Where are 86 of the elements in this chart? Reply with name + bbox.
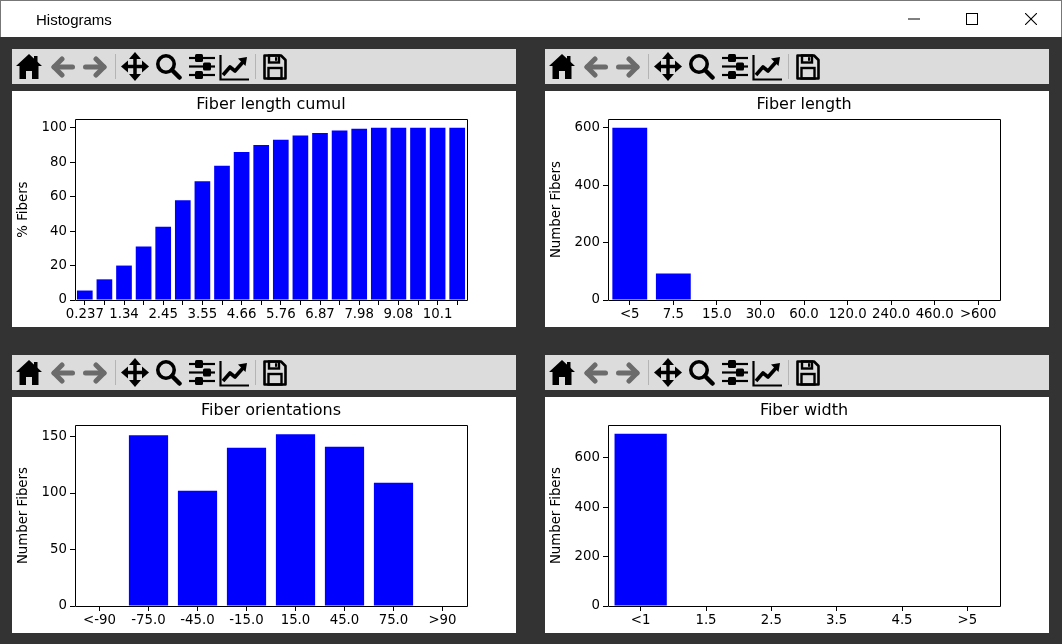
x-tick-label: 60.0 (789, 306, 819, 322)
bar (351, 128, 368, 300)
x-tick-label: 4.5 (891, 612, 913, 628)
bar (449, 127, 466, 300)
x-tick-label: 4.66 (226, 306, 257, 322)
bar (390, 127, 407, 300)
x-tick-label: >5 (957, 612, 978, 628)
bar (410, 127, 426, 300)
x-tick-label: 460.0 (915, 306, 954, 322)
bar (194, 181, 211, 300)
y-tick-label: 400 (574, 176, 600, 192)
x-tick-label: <5 (619, 306, 640, 322)
bar (312, 132, 328, 300)
x-tick-label: 240.0 (872, 306, 911, 322)
y-tick-label: 100 (41, 484, 67, 500)
y-tick-label: 600 (574, 119, 600, 135)
x-tick-label: 15.0 (280, 612, 311, 628)
bar (177, 490, 218, 606)
bar (373, 482, 414, 606)
chart-title: Fiber width (759, 399, 849, 419)
x-tick-label: >90 (428, 612, 457, 628)
x-tick-label: 0.237 (65, 306, 104, 322)
y-tick-label: 150 (41, 427, 67, 443)
x-tick-label: >600 (959, 306, 997, 322)
x-tick-label: 75.0 (378, 612, 409, 628)
x-tick-label: -75.0 (131, 612, 166, 628)
y-tick-label: 80 (50, 153, 67, 169)
y-axis-title: Number Fibers (548, 467, 564, 565)
y-tick-label: 50 (50, 540, 67, 556)
bar (370, 127, 387, 300)
x-tick-label: <1 (630, 612, 651, 628)
y-tick-label: 0 (58, 597, 67, 613)
x-tick-label: 30.0 (745, 306, 776, 322)
bar (253, 145, 270, 300)
bar (272, 139, 289, 300)
bar (116, 265, 132, 300)
x-tick-label: 3.5 (826, 612, 848, 628)
y-tick-label: 400 (574, 498, 600, 514)
y-tick-label: 60 (50, 188, 67, 204)
y-tick-label: 0 (591, 597, 600, 613)
chart-title: Fiber orientations (200, 399, 342, 419)
bar (324, 446, 365, 606)
y-tick-label: 0 (591, 291, 600, 307)
y-tick-label: 40 (50, 222, 67, 238)
bar (135, 246, 152, 300)
x-tick-label: 9.08 (383, 306, 414, 322)
y-axis-title: Number Fibers (548, 161, 564, 259)
x-tick-label: 45.0 (329, 612, 360, 628)
x-tick-label: 7.5 (662, 306, 684, 322)
text: Histograms (36, 11, 112, 28)
x-tick-label: 6.87 (305, 306, 335, 322)
y-axis-title: % Fibers (15, 181, 31, 238)
bar (214, 165, 230, 300)
y-tick-label: 0 (58, 291, 67, 307)
x-tick-label: 120.0 (828, 306, 867, 322)
bar (226, 447, 267, 606)
x-tick-label: 7.98 (344, 306, 374, 322)
x-tick-label: 2.5 (760, 612, 782, 628)
x-tick-label: -15.0 (229, 612, 264, 628)
bar (76, 290, 93, 300)
bar (292, 135, 309, 300)
y-tick-label: 600 (574, 449, 600, 465)
bar (155, 226, 172, 300)
x-tick-label: 2.45 (148, 306, 178, 322)
y-axis-title: Number Fibers (15, 467, 31, 565)
chart-title: Fiber length (756, 93, 852, 113)
y-tick-label: 100 (41, 119, 67, 135)
bar (331, 130, 348, 300)
bar (174, 200, 191, 300)
chart-title: Fiber length cumul (196, 93, 346, 113)
y-tick-label: 20 (50, 257, 67, 273)
bar (96, 279, 113, 300)
bar (275, 434, 316, 606)
x-tick-label: <-90 (83, 612, 116, 628)
x-tick-label: -45.0 (180, 612, 215, 628)
y-tick-label: 200 (574, 548, 600, 564)
x-tick-label: 15.0 (702, 306, 732, 322)
x-tick-label: 1.5 (695, 612, 717, 628)
bar (233, 151, 250, 300)
x-tick-label: 3.55 (187, 306, 218, 322)
y-tick-label: 200 (574, 234, 600, 250)
x-tick-label: 10.1 (422, 306, 453, 322)
x-tick-label: 5.76 (266, 306, 296, 322)
bar (128, 435, 169, 606)
bar (429, 127, 446, 300)
x-tick-label: 1.34 (109, 306, 139, 322)
